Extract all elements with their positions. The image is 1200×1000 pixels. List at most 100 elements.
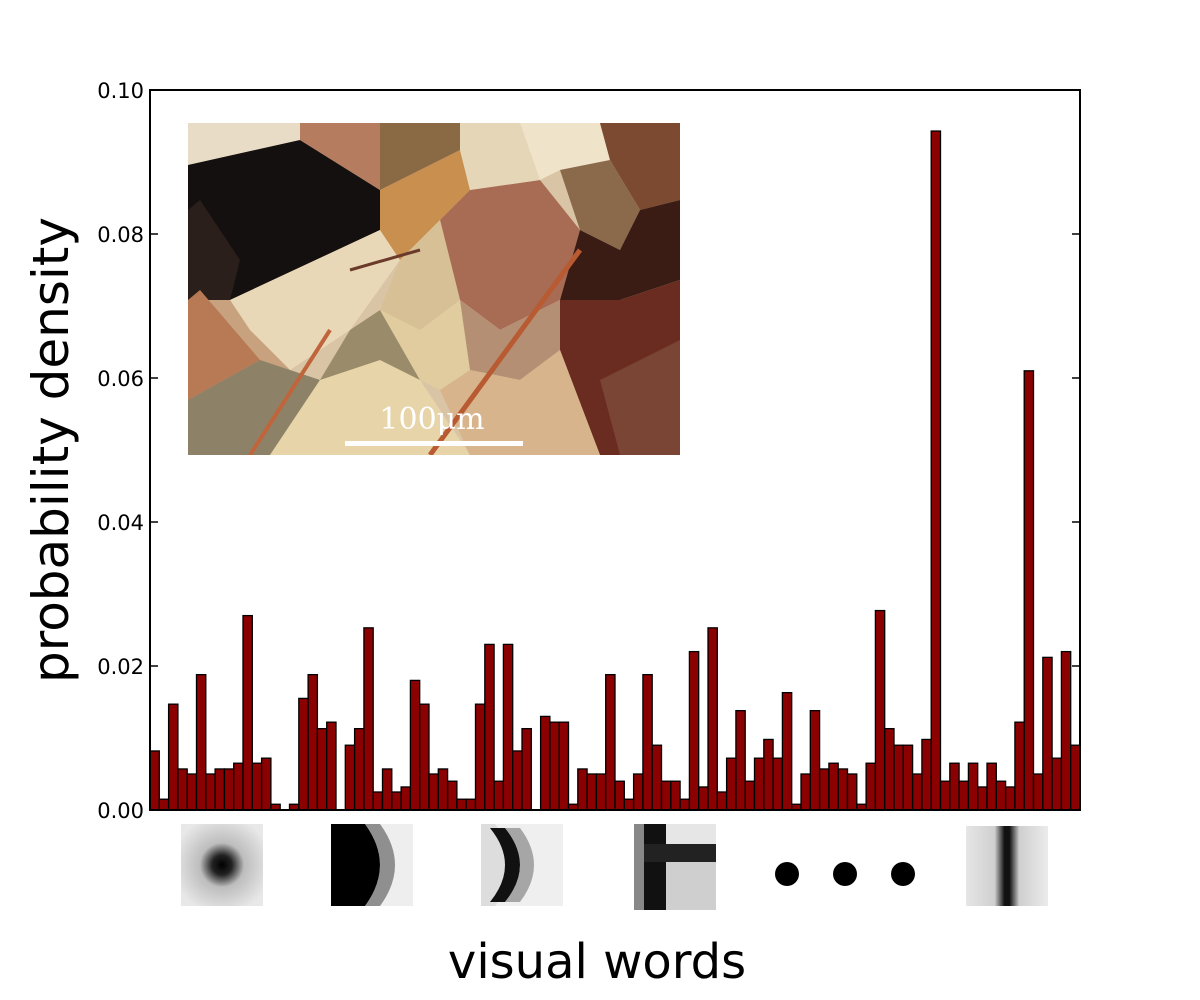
y-axis-label: probability density xyxy=(22,217,80,683)
bar xyxy=(195,673,207,811)
bar xyxy=(391,791,402,811)
bar xyxy=(446,780,458,811)
bar xyxy=(158,798,170,811)
bar xyxy=(614,780,625,811)
bar xyxy=(921,738,932,811)
bar xyxy=(512,750,523,811)
bar xyxy=(642,673,653,811)
y-tick-label: 0.08 xyxy=(97,223,144,247)
ellipsis xyxy=(775,862,915,886)
bar xyxy=(149,750,160,811)
bar xyxy=(400,786,412,811)
bar xyxy=(456,798,467,811)
bar xyxy=(939,780,951,811)
bar xyxy=(995,780,1007,811)
bar xyxy=(344,744,356,811)
bar xyxy=(363,627,374,811)
bar xyxy=(177,768,188,811)
bar xyxy=(577,768,588,811)
bar xyxy=(474,703,486,811)
bar xyxy=(744,780,756,811)
bar xyxy=(223,768,235,811)
bar xyxy=(651,744,663,811)
bar xyxy=(549,721,560,811)
bar xyxy=(1014,721,1025,811)
bar xyxy=(809,709,821,811)
x-axis-label: visual words xyxy=(448,934,746,990)
bar xyxy=(484,643,495,811)
bar xyxy=(316,727,328,811)
bar xyxy=(688,650,700,811)
plot-frame xyxy=(149,89,1081,811)
bar xyxy=(586,773,598,811)
bar xyxy=(632,773,644,811)
bar xyxy=(902,744,914,811)
bar xyxy=(753,757,765,811)
bar xyxy=(353,727,365,811)
inset-micrograph-image: 100μm xyxy=(188,123,680,455)
visual-word-patches xyxy=(181,824,1048,910)
bar xyxy=(465,798,477,811)
bar xyxy=(419,703,430,811)
bar xyxy=(660,780,672,811)
bar xyxy=(539,715,551,811)
bar xyxy=(967,762,979,811)
bar xyxy=(428,773,439,811)
bar xyxy=(772,757,784,811)
right-dark-curve-patch xyxy=(481,824,563,906)
bar xyxy=(307,673,319,811)
y-tick-label: 0.10 xyxy=(97,79,144,103)
scale-bar-label: 100μm xyxy=(379,402,484,437)
bar xyxy=(874,609,886,811)
bar xyxy=(437,768,449,811)
left-dark-curve-patch xyxy=(331,824,413,906)
dot-patch xyxy=(181,824,263,906)
bar xyxy=(884,727,895,811)
bar xyxy=(381,768,393,811)
bar xyxy=(623,798,635,811)
bar xyxy=(1070,744,1081,811)
bar xyxy=(260,757,272,811)
bar xyxy=(409,679,421,811)
bar xyxy=(670,780,681,811)
y-axis: 0.00 0.02 0.04 0.06 0.08 0.10 xyxy=(97,79,1080,823)
bar xyxy=(214,768,226,811)
bar xyxy=(893,744,904,811)
bar xyxy=(725,757,737,811)
bar xyxy=(763,738,774,811)
cross-patch xyxy=(634,824,716,910)
bar xyxy=(1004,786,1016,811)
bar xyxy=(837,768,849,811)
bar xyxy=(558,721,570,811)
bar xyxy=(521,727,532,811)
bar xyxy=(986,762,997,811)
bar xyxy=(911,773,923,811)
bar xyxy=(1051,757,1063,811)
bar xyxy=(1032,773,1044,811)
bar xyxy=(958,780,970,811)
bars xyxy=(149,130,1081,811)
y-tick-label: 0.06 xyxy=(97,367,144,391)
bar xyxy=(800,773,811,811)
bar xyxy=(707,627,718,811)
bar xyxy=(251,762,263,811)
bar xyxy=(949,762,960,811)
bar xyxy=(1042,656,1053,811)
bar xyxy=(167,703,179,811)
bar xyxy=(595,773,607,811)
bar xyxy=(865,762,877,811)
y-tick-label: 0.04 xyxy=(97,511,144,535)
bar xyxy=(1023,370,1035,811)
bar xyxy=(242,614,253,811)
bar xyxy=(326,721,337,811)
y-tick-label: 0.02 xyxy=(97,655,144,679)
bar xyxy=(298,697,309,811)
bar xyxy=(698,786,709,811)
vertical-line-patch xyxy=(966,826,1048,906)
ellipsis-dot xyxy=(891,862,915,886)
bar xyxy=(502,643,514,811)
y-tick-label: 0.00 xyxy=(97,799,144,823)
ellipsis-dot xyxy=(775,862,799,886)
bar xyxy=(781,691,793,811)
